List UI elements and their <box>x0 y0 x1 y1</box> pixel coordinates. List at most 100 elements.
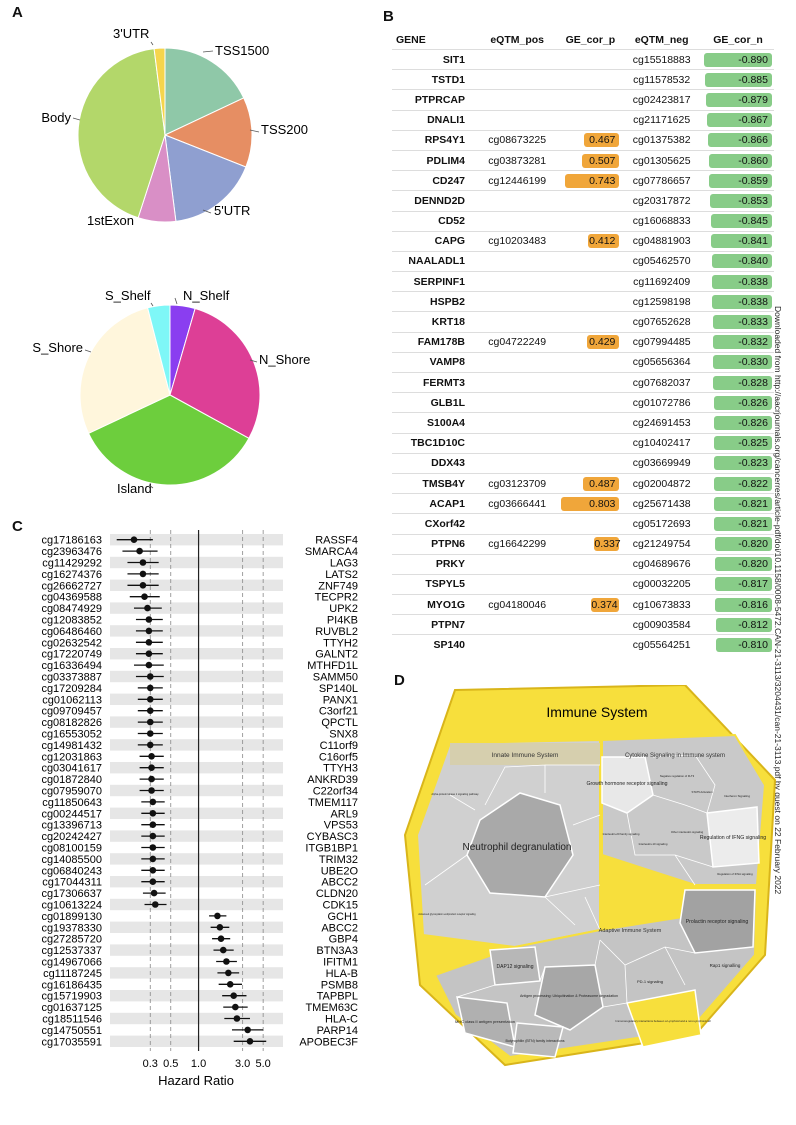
forest-probe-label: cg16274376 <box>41 569 102 581</box>
eqtm-neg-cell: cg10402417 <box>621 432 702 454</box>
forest-point-cg14085500 <box>149 855 157 863</box>
pie-leader-n-shelf <box>174 297 178 305</box>
forest-point-cg04369588 <box>141 593 148 600</box>
ge-cor-n-cell: -0.820 <box>701 553 774 575</box>
forest-gene-label: TTYH3 <box>323 763 358 775</box>
eqtm-pos-cell <box>475 432 560 454</box>
forest-probe-label: cg01062113 <box>42 694 102 706</box>
forest-point-cg03373887 <box>146 673 154 680</box>
eqtm-pos-cell: cg10203483 <box>475 230 560 252</box>
forest-point-cg12537337 <box>219 946 227 954</box>
eqtm-neg-cell: cg01305625 <box>621 149 702 171</box>
forest-point-cg20242427 <box>149 832 157 840</box>
forest-gene-label: MTHFD1L <box>307 660 358 672</box>
forest-point-cg15719903 <box>230 992 237 999</box>
ge-cor-n-bar: -0.822 <box>714 476 772 491</box>
voronoi-title: Immune System <box>546 704 647 720</box>
pie-slice-s-shelf <box>147 304 171 396</box>
ge-cor-n-bar: -0.817 <box>715 577 772 592</box>
table-row: S100A4 cg24691453 -0.826 <box>392 412 774 434</box>
forest-probe-label: cg27285720 <box>41 934 102 946</box>
ge-cor-p-cell <box>559 452 622 474</box>
forest-probe-label: cg09709457 <box>41 706 102 718</box>
ge-cor-p-cell: 0.487 <box>559 472 622 494</box>
forest-probe-label: cg26662727 <box>41 580 102 592</box>
forest-point-cg06486460 <box>145 627 153 635</box>
panel-label-d: D <box>394 672 405 689</box>
gene-cell: DENND2D <box>392 190 475 211</box>
gene-cell: PRKY <box>392 553 475 575</box>
label-pd1: PD-1 signaling <box>637 979 663 984</box>
forest-gene-label: C3orf21 <box>319 706 358 718</box>
eqtm-pos-cell <box>475 109 560 131</box>
ge-cor-n-cell: -0.860 <box>701 149 774 171</box>
gene-cell: PTPRCAP <box>392 89 475 111</box>
ge-cor-n-bar: -0.838 <box>712 294 772 309</box>
ifng-cell <box>706 806 760 868</box>
gene-cell: PTPN6 <box>392 533 475 555</box>
pie-slice-tss1500 <box>164 47 245 136</box>
forest-point-cg17186163 <box>130 536 138 543</box>
gene-cell: DDX43 <box>392 452 475 474</box>
ge-cor-p-cell <box>559 573 622 595</box>
forest-xtick-label: 5.0 <box>256 1058 271 1070</box>
table-row: DENND2D cg20317872 -0.853 <box>392 190 774 211</box>
ge-cor-p-cell <box>559 371 622 393</box>
forest-point-cg07959070 <box>148 787 155 794</box>
forest-gene-label: IFITM1 <box>323 957 358 969</box>
forest-probe-label: cg17044311 <box>42 877 102 889</box>
table-row: ACAP1 cg03666441 0.803 cg25671438 -0.821 <box>392 493 774 514</box>
gene-cell: TSPYL5 <box>392 573 475 595</box>
forest-point-cg01637125 <box>232 1003 239 1011</box>
ge-cor-p-cell: 0.743 <box>559 170 622 191</box>
ge-cor-p-cell <box>559 351 622 373</box>
ge-cor-n-cell: -0.820 <box>701 533 774 555</box>
table-row: PTPN7 cg00903584 -0.812 <box>392 614 774 635</box>
forest-plot: cg17186163 RASSF4 cg23963476 SMARCA4 cg11429… <box>41 530 358 1088</box>
eqtm-neg-cell: cg05172693 <box>621 513 702 534</box>
forest-probe-label: cg17220749 <box>41 649 102 661</box>
antigen-cell <box>534 964 604 1031</box>
gene-cell: DNALI1 <box>392 109 475 131</box>
forest-point-cg19378330 <box>216 924 224 931</box>
pie-leader-s-shelf <box>150 302 154 307</box>
forest-row-band <box>110 944 283 956</box>
table-row: DNALI1 cg21171625 -0.867 <box>392 109 774 131</box>
forest-xtick-label: 3.0 <box>235 1058 250 1070</box>
ge-cor-n-cell: -0.890 <box>701 48 774 70</box>
ge-cor-n-cell: -0.825 <box>701 432 774 454</box>
forest-point-cg12031863 <box>148 753 155 760</box>
pie-leader-5-utr <box>202 209 212 214</box>
table-row: SERPINF1 cg11692409 -0.838 <box>392 271 774 292</box>
pie-label-body: Body <box>41 110 71 125</box>
eqtm-neg-cell: cg00032205 <box>621 573 702 595</box>
ge-cor-n-cell: -0.826 <box>701 412 774 434</box>
eqtm-neg-cell: cg12598198 <box>621 291 702 312</box>
pie-leader-s-shore <box>84 349 92 353</box>
eqtm-pos-cell: cg03666441 <box>475 493 560 514</box>
forest-probe-label: cg07959070 <box>41 786 102 798</box>
label-immunoreg: Immunoregulatory interactions between a … <box>615 1019 711 1023</box>
ge-cor-p-cell <box>559 614 622 635</box>
ge-cor-n-cell: -0.840 <box>701 250 774 272</box>
table-row: RPS4Y1 cg08673225 0.467 cg01375382 -0.866 <box>392 129 774 151</box>
table-row: PDLIM4 cg03873281 0.507 cg01305625 -0.860 <box>392 149 774 171</box>
label-interferon: Interferon Signaling <box>724 794 750 798</box>
eqtm-neg-cell: cg20317872 <box>621 190 702 211</box>
forest-row-band <box>110 579 283 591</box>
forest-point-cg08182826 <box>146 718 154 726</box>
table-row: VAMP8 cg05656364 -0.830 <box>392 351 774 373</box>
ge-cor-n-bar: -0.879 <box>706 92 772 107</box>
eqtm-neg-cell: cg21249754 <box>621 533 702 555</box>
gene-cell: TSTD1 <box>392 69 475 90</box>
table-header-row: GENE eQTM_pos GE_cor_p eQTM_neg GE_cor_n <box>392 30 774 50</box>
forest-gene-label: ABCC2 <box>321 922 358 934</box>
forest-probe-label: cg01899130 <box>41 911 102 923</box>
forest-probe-label: cg12031863 <box>41 751 102 763</box>
ge-cor-p-cell <box>559 89 622 111</box>
pie-leader-island <box>148 484 154 489</box>
ge-cor-n-bar: -0.820 <box>715 557 772 572</box>
ge-cor-n-bar: -0.810 <box>716 638 772 653</box>
panel-label-a: A <box>12 4 23 21</box>
forest-gene-label: ZNF749 <box>318 580 358 592</box>
